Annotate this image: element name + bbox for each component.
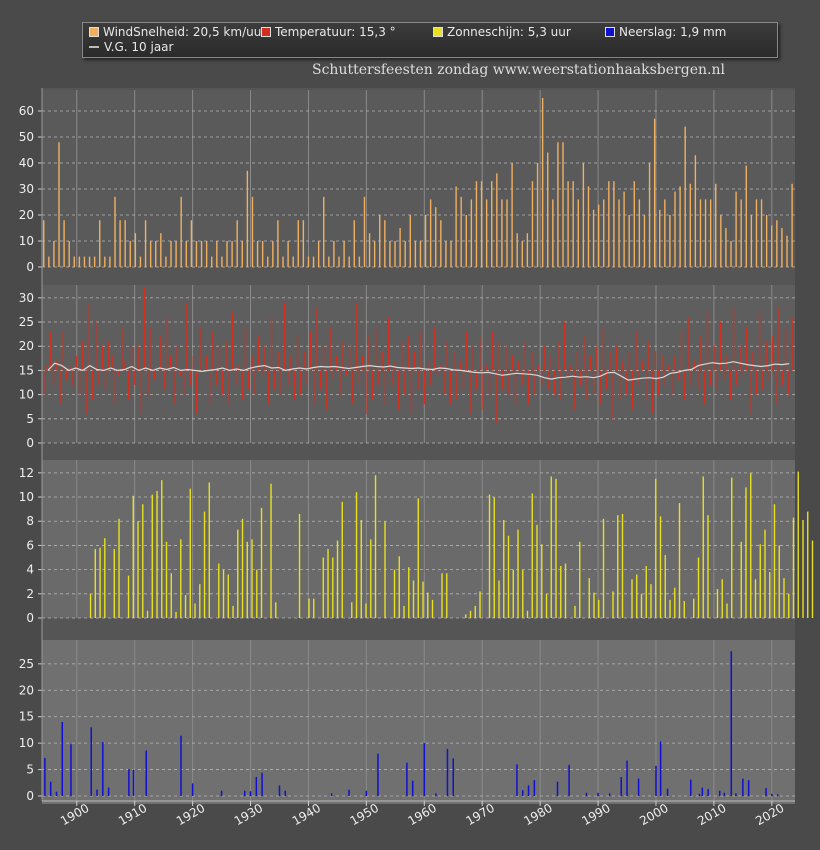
y-tick-label: 4 [26,563,34,577]
y-tick-label: 30 [19,291,34,305]
legend-label-temperature: Temperatuur: 15,3 ° [275,25,396,39]
y-tick-label: 20 [19,339,34,353]
y-tick-label: 10 [19,234,34,248]
legend-label-rain: Neerslag: 1,9 mm [619,25,727,39]
y-tick-label: 10 [19,388,34,402]
y-tick-label: 0 [26,611,34,625]
temperature-swatch-icon [261,27,271,37]
x-tick-label: 1900 [58,801,91,828]
legend-item-temperature: Temperatuur: 15,3 ° [261,25,396,39]
y-tick-label: 12 [19,466,34,480]
x-tick-label: 1950 [348,801,381,828]
trend-line-icon [89,46,99,48]
panel-background [42,90,795,267]
y-tick-label: 30 [19,182,34,196]
legend-label-wind: WindSnelheid: 20,5 km/uur [103,25,267,39]
legend-item-wind: WindSnelheid: 20,5 km/uur [89,25,266,39]
x-tick-label: 1970 [463,801,496,828]
legend-item-trend: V.G. 10 jaar [89,40,173,54]
rain-swatch-icon [605,27,615,37]
y-tick-label: 50 [19,130,34,144]
x-tick-label: 1920 [174,801,207,828]
y-tick-label: 10 [19,736,34,750]
y-tick-label: 60 [19,104,34,118]
trend-line [47,361,790,381]
sunshine-swatch-icon [433,27,443,37]
y-tick-label: 0 [26,260,34,274]
chart-title: Schuttersfeesten zondag www.weerstationh… [312,62,725,78]
x-tick-label: 2000 [637,801,670,828]
legend-item-sunshine: Zonneschijn: 5,3 uur [433,25,571,39]
y-tick-label: 40 [19,156,34,170]
y-tick-label: 5 [26,412,34,426]
y-tick-label: 10 [19,490,34,504]
y-tick-label: 8 [26,514,34,528]
legend-item-rain: Neerslag: 1,9 mm [605,25,726,39]
y-tick-label: 25 [19,315,34,329]
y-tick-label: 20 [19,208,34,222]
panel-background [42,640,795,804]
y-tick-label: 6 [26,538,34,552]
legend-label-trend: V.G. 10 jaar [104,40,174,54]
y-tick-label: 2 [26,587,34,601]
x-tick-label: 2020 [753,801,786,828]
y-tick-label: 20 [19,683,34,697]
x-tick-label: 1930 [232,801,265,828]
y-tick-label: 15 [19,710,34,724]
y-tick-label: 0 [26,436,34,450]
wind-swatch-icon [89,27,99,37]
y-tick-label: 25 [19,657,34,671]
x-tick-label: 1990 [579,801,612,828]
x-tick-label: 1960 [406,801,439,828]
y-tick-label: 0 [26,789,34,803]
legend-label-sunshine: Zonneschijn: 5,3 uur [447,25,571,39]
x-tick-label: 1940 [290,801,323,828]
x-tick-label: 1980 [521,801,554,828]
x-tick-label: 1910 [116,801,149,828]
legend: WindSnelheid: 20,5 km/uur Temperatuur: 1… [82,22,778,58]
y-tick-label: 15 [19,363,34,377]
y-tick-label: 5 [26,763,34,777]
x-tick-label: 2010 [695,801,728,828]
